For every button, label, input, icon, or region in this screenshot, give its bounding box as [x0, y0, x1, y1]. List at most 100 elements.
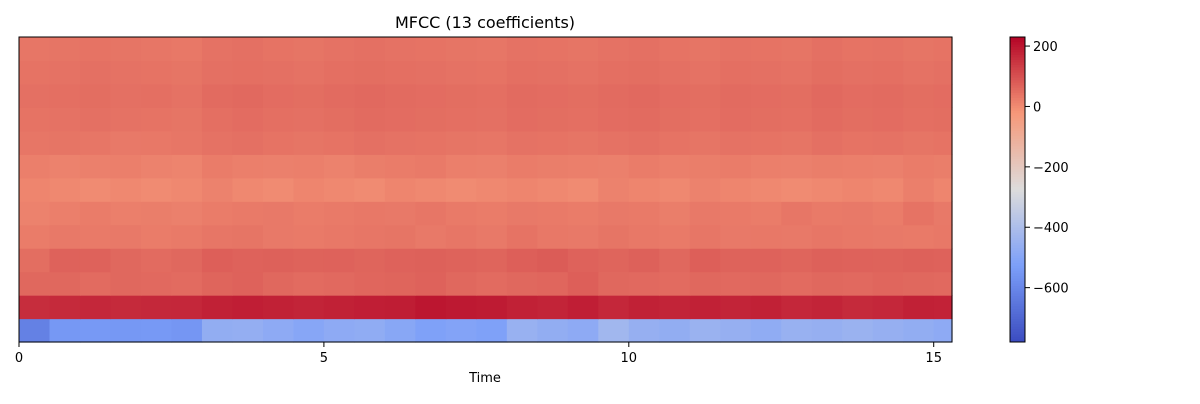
- heatmap-cell: [628, 60, 660, 85]
- colorbar-segment: [1010, 77, 1025, 81]
- colorbar-segment: [1010, 334, 1025, 338]
- heatmap-cell: [506, 154, 538, 179]
- heatmap-cell: [537, 83, 569, 108]
- colorbar-segment: [1010, 270, 1025, 274]
- heatmap-cell: [933, 318, 953, 343]
- x-tick-label: 10: [621, 351, 638, 366]
- colorbar-segment: [1010, 314, 1025, 318]
- heatmap-cell: [293, 60, 325, 85]
- colorbar-segment: [1010, 72, 1025, 76]
- colorbar-segment: [1010, 179, 1025, 183]
- heatmap-cell: [445, 107, 477, 132]
- heatmap-cell: [842, 248, 874, 273]
- colorbar-segment: [1010, 260, 1025, 264]
- heatmap-cell: [598, 154, 630, 179]
- heatmap-cell: [323, 271, 355, 296]
- heatmap-cell: [323, 295, 355, 320]
- heatmap-cell: [903, 107, 935, 132]
- heatmap-cell: [689, 224, 721, 249]
- heatmap-cell: [293, 248, 325, 273]
- heatmap-cell: [110, 248, 142, 273]
- heatmap-cell: [933, 201, 953, 226]
- heatmap-cell: [781, 295, 813, 320]
- colorbar-segment: [1010, 258, 1025, 262]
- colorbar-segment: [1010, 339, 1025, 343]
- colorbar-segment: [1010, 100, 1025, 104]
- heatmap-cell: [354, 107, 386, 132]
- heatmap-cell: [110, 271, 142, 296]
- heatmap-cell: [110, 60, 142, 85]
- heatmap-cell: [445, 201, 477, 226]
- heatmap-cell: [323, 248, 355, 273]
- heatmap-cell: [476, 248, 508, 273]
- heatmap-cell: [171, 295, 203, 320]
- heatmap-cell: [750, 60, 782, 85]
- heatmap-cell: [110, 177, 142, 202]
- heatmap-cell: [19, 224, 51, 249]
- heatmap-cell: [903, 60, 935, 85]
- heatmap-cell: [628, 201, 660, 226]
- heatmap-cell: [19, 271, 51, 296]
- heatmap-cell: [354, 130, 386, 155]
- heatmap-cell: [415, 201, 447, 226]
- heatmap-cell: [750, 271, 782, 296]
- heatmap-cell: [842, 154, 874, 179]
- heatmap-cell: [933, 107, 953, 132]
- colorbar-segment: [1010, 245, 1025, 249]
- colorbar-segment: [1010, 217, 1025, 221]
- heatmap-cell: [476, 154, 508, 179]
- heatmap-cell: [933, 154, 953, 179]
- heatmap-cell: [110, 201, 142, 226]
- heatmap-cell: [415, 271, 447, 296]
- heatmap-cell: [354, 201, 386, 226]
- colorbar-segment: [1010, 227, 1025, 231]
- colorbar-segment: [1010, 263, 1025, 267]
- heatmap-cell: [19, 177, 51, 202]
- x-axis: 0 5 10 15: [15, 342, 942, 366]
- heatmap-cell: [933, 271, 953, 296]
- colorbar-segment: [1010, 174, 1025, 178]
- heatmap-cell: [872, 130, 904, 155]
- heatmap-cell: [323, 107, 355, 132]
- colorbar-segment: [1010, 222, 1025, 226]
- heatmap-cell: [232, 177, 264, 202]
- heatmap-cell: [415, 37, 447, 62]
- heatmap-cell: [872, 83, 904, 108]
- colorbar-segment: [1010, 281, 1025, 285]
- heatmap-cell: [659, 60, 691, 85]
- colorbar-segment: [1010, 268, 1025, 272]
- heatmap-cell: [598, 60, 630, 85]
- heatmap-cell: [415, 318, 447, 343]
- heatmap-cell: [293, 83, 325, 108]
- heatmap-cell: [689, 37, 721, 62]
- colorbar-segment: [1010, 95, 1025, 99]
- colorbar-segment: [1010, 62, 1025, 66]
- colorbar-segment: [1010, 90, 1025, 94]
- heatmap-cell: [79, 201, 112, 226]
- heatmap-cell: [811, 295, 843, 320]
- heatmap-cell: [781, 60, 813, 85]
- heatmap-cell: [49, 201, 81, 226]
- heatmap-cell: [19, 201, 51, 226]
- colorbar-segment: [1010, 166, 1025, 170]
- heatmap-cell: [720, 248, 752, 273]
- heatmap-cell: [354, 224, 386, 249]
- heatmap-cell: [689, 177, 721, 202]
- heatmap-cell: [506, 83, 538, 108]
- heatmap-cell: [750, 318, 782, 343]
- heatmap-cell: [811, 271, 843, 296]
- heatmap-cell: [659, 271, 691, 296]
- heatmap-cell: [19, 248, 51, 273]
- heatmap-cell: [49, 83, 81, 108]
- colorbar-segment: [1010, 212, 1025, 216]
- heatmap-cell: [476, 177, 508, 202]
- heatmap-cell: [79, 318, 112, 343]
- heatmap-cell: [445, 37, 477, 62]
- heatmap-cell: [171, 60, 203, 85]
- colorbar-segment: [1010, 37, 1025, 41]
- colorbar-segment: [1010, 85, 1025, 89]
- heatmap-cell: [323, 37, 355, 62]
- heatmap-cell: [872, 295, 904, 320]
- heatmap-cell: [201, 318, 234, 343]
- heatmap-cell: [476, 318, 508, 343]
